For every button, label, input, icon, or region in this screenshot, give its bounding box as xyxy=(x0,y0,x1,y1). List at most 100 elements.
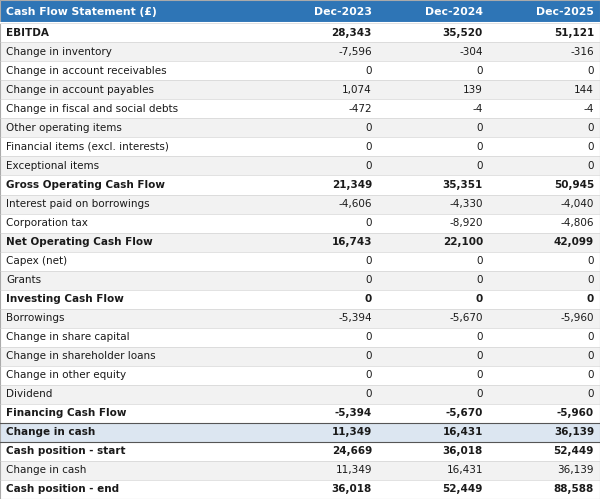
Bar xyxy=(378,42,489,61)
Text: 0: 0 xyxy=(587,294,594,304)
Bar xyxy=(0,251,267,270)
Bar xyxy=(489,309,600,328)
Text: 0: 0 xyxy=(587,142,594,152)
Text: Financial items (excl. interests): Financial items (excl. interests) xyxy=(6,142,169,152)
Bar xyxy=(489,80,600,99)
Text: 0: 0 xyxy=(587,256,594,266)
Text: 0: 0 xyxy=(476,123,483,133)
Bar xyxy=(267,347,378,366)
Bar xyxy=(489,404,600,423)
Bar xyxy=(489,61,600,80)
Text: -4,606: -4,606 xyxy=(338,199,372,209)
Text: 0: 0 xyxy=(587,123,594,133)
Bar xyxy=(267,442,378,461)
Bar xyxy=(489,480,600,499)
Text: 22,100: 22,100 xyxy=(443,237,483,247)
Bar xyxy=(378,404,489,423)
Text: Dec-2023: Dec-2023 xyxy=(314,6,372,16)
Text: Dec-2025: Dec-2025 xyxy=(536,6,594,16)
Bar xyxy=(267,118,378,137)
Bar xyxy=(489,0,600,23)
Text: 0: 0 xyxy=(365,275,372,285)
Bar xyxy=(489,118,600,137)
Text: Gross Operating Cash Flow: Gross Operating Cash Flow xyxy=(6,180,165,190)
Bar xyxy=(378,118,489,137)
Text: 0: 0 xyxy=(365,142,372,152)
Text: Change in inventory: Change in inventory xyxy=(6,47,112,57)
Text: 0: 0 xyxy=(476,351,483,361)
Text: Cash position - start: Cash position - start xyxy=(6,447,125,457)
Text: -7,596: -7,596 xyxy=(338,47,372,57)
Bar xyxy=(267,137,378,157)
Bar xyxy=(0,0,267,23)
Text: 16,431: 16,431 xyxy=(446,466,483,476)
Text: 52,449: 52,449 xyxy=(443,485,483,495)
Bar xyxy=(378,214,489,233)
Bar xyxy=(378,23,489,42)
Text: -4,330: -4,330 xyxy=(449,199,483,209)
Bar xyxy=(267,366,378,385)
Bar xyxy=(267,461,378,480)
Text: 11,349: 11,349 xyxy=(335,466,372,476)
Bar xyxy=(378,480,489,499)
Bar xyxy=(378,461,489,480)
Bar xyxy=(378,99,489,118)
Bar xyxy=(267,61,378,80)
Text: 28,343: 28,343 xyxy=(332,28,372,38)
Bar xyxy=(489,251,600,270)
Text: -472: -472 xyxy=(349,104,372,114)
Bar xyxy=(378,137,489,157)
Text: 36,139: 36,139 xyxy=(554,428,594,438)
Text: 42,099: 42,099 xyxy=(554,237,594,247)
Bar xyxy=(489,233,600,251)
Text: Exceptional items: Exceptional items xyxy=(6,161,99,171)
Text: 0: 0 xyxy=(476,389,483,399)
Text: Interest paid on borrowings: Interest paid on borrowings xyxy=(6,199,149,209)
Bar xyxy=(267,176,378,195)
Text: 0: 0 xyxy=(476,142,483,152)
Text: 16,743: 16,743 xyxy=(331,237,372,247)
Bar xyxy=(0,270,267,290)
Text: 0: 0 xyxy=(476,294,483,304)
Text: Financing Cash Flow: Financing Cash Flow xyxy=(6,408,127,418)
Text: -4,040: -4,040 xyxy=(560,199,594,209)
Bar xyxy=(267,309,378,328)
Bar xyxy=(0,80,267,99)
Bar xyxy=(267,233,378,251)
Text: 0: 0 xyxy=(476,370,483,380)
Bar xyxy=(267,80,378,99)
Bar xyxy=(489,328,600,347)
Text: Change in account receivables: Change in account receivables xyxy=(6,66,167,76)
Text: -5,670: -5,670 xyxy=(446,408,483,418)
Bar xyxy=(0,42,267,61)
Bar xyxy=(489,23,600,42)
Text: Change in cash: Change in cash xyxy=(6,428,95,438)
Bar xyxy=(378,176,489,195)
Bar xyxy=(0,423,267,442)
Text: 0: 0 xyxy=(365,294,372,304)
Text: 35,351: 35,351 xyxy=(443,180,483,190)
Text: 0: 0 xyxy=(476,275,483,285)
Bar xyxy=(378,442,489,461)
Bar xyxy=(0,137,267,157)
Text: 0: 0 xyxy=(365,218,372,228)
Text: -304: -304 xyxy=(460,47,483,57)
Bar xyxy=(267,270,378,290)
Text: 0: 0 xyxy=(365,332,372,342)
Text: -5,670: -5,670 xyxy=(449,313,483,323)
Bar xyxy=(378,366,489,385)
Bar xyxy=(0,214,267,233)
Bar xyxy=(378,347,489,366)
Text: 0: 0 xyxy=(476,161,483,171)
Bar xyxy=(267,328,378,347)
Text: 52,449: 52,449 xyxy=(554,447,594,457)
Bar xyxy=(267,214,378,233)
Text: 88,588: 88,588 xyxy=(554,485,594,495)
Text: 36,139: 36,139 xyxy=(557,466,594,476)
Bar xyxy=(267,157,378,176)
Bar xyxy=(267,99,378,118)
Text: 50,945: 50,945 xyxy=(554,180,594,190)
Bar xyxy=(0,99,267,118)
Bar xyxy=(378,61,489,80)
Bar xyxy=(378,80,489,99)
